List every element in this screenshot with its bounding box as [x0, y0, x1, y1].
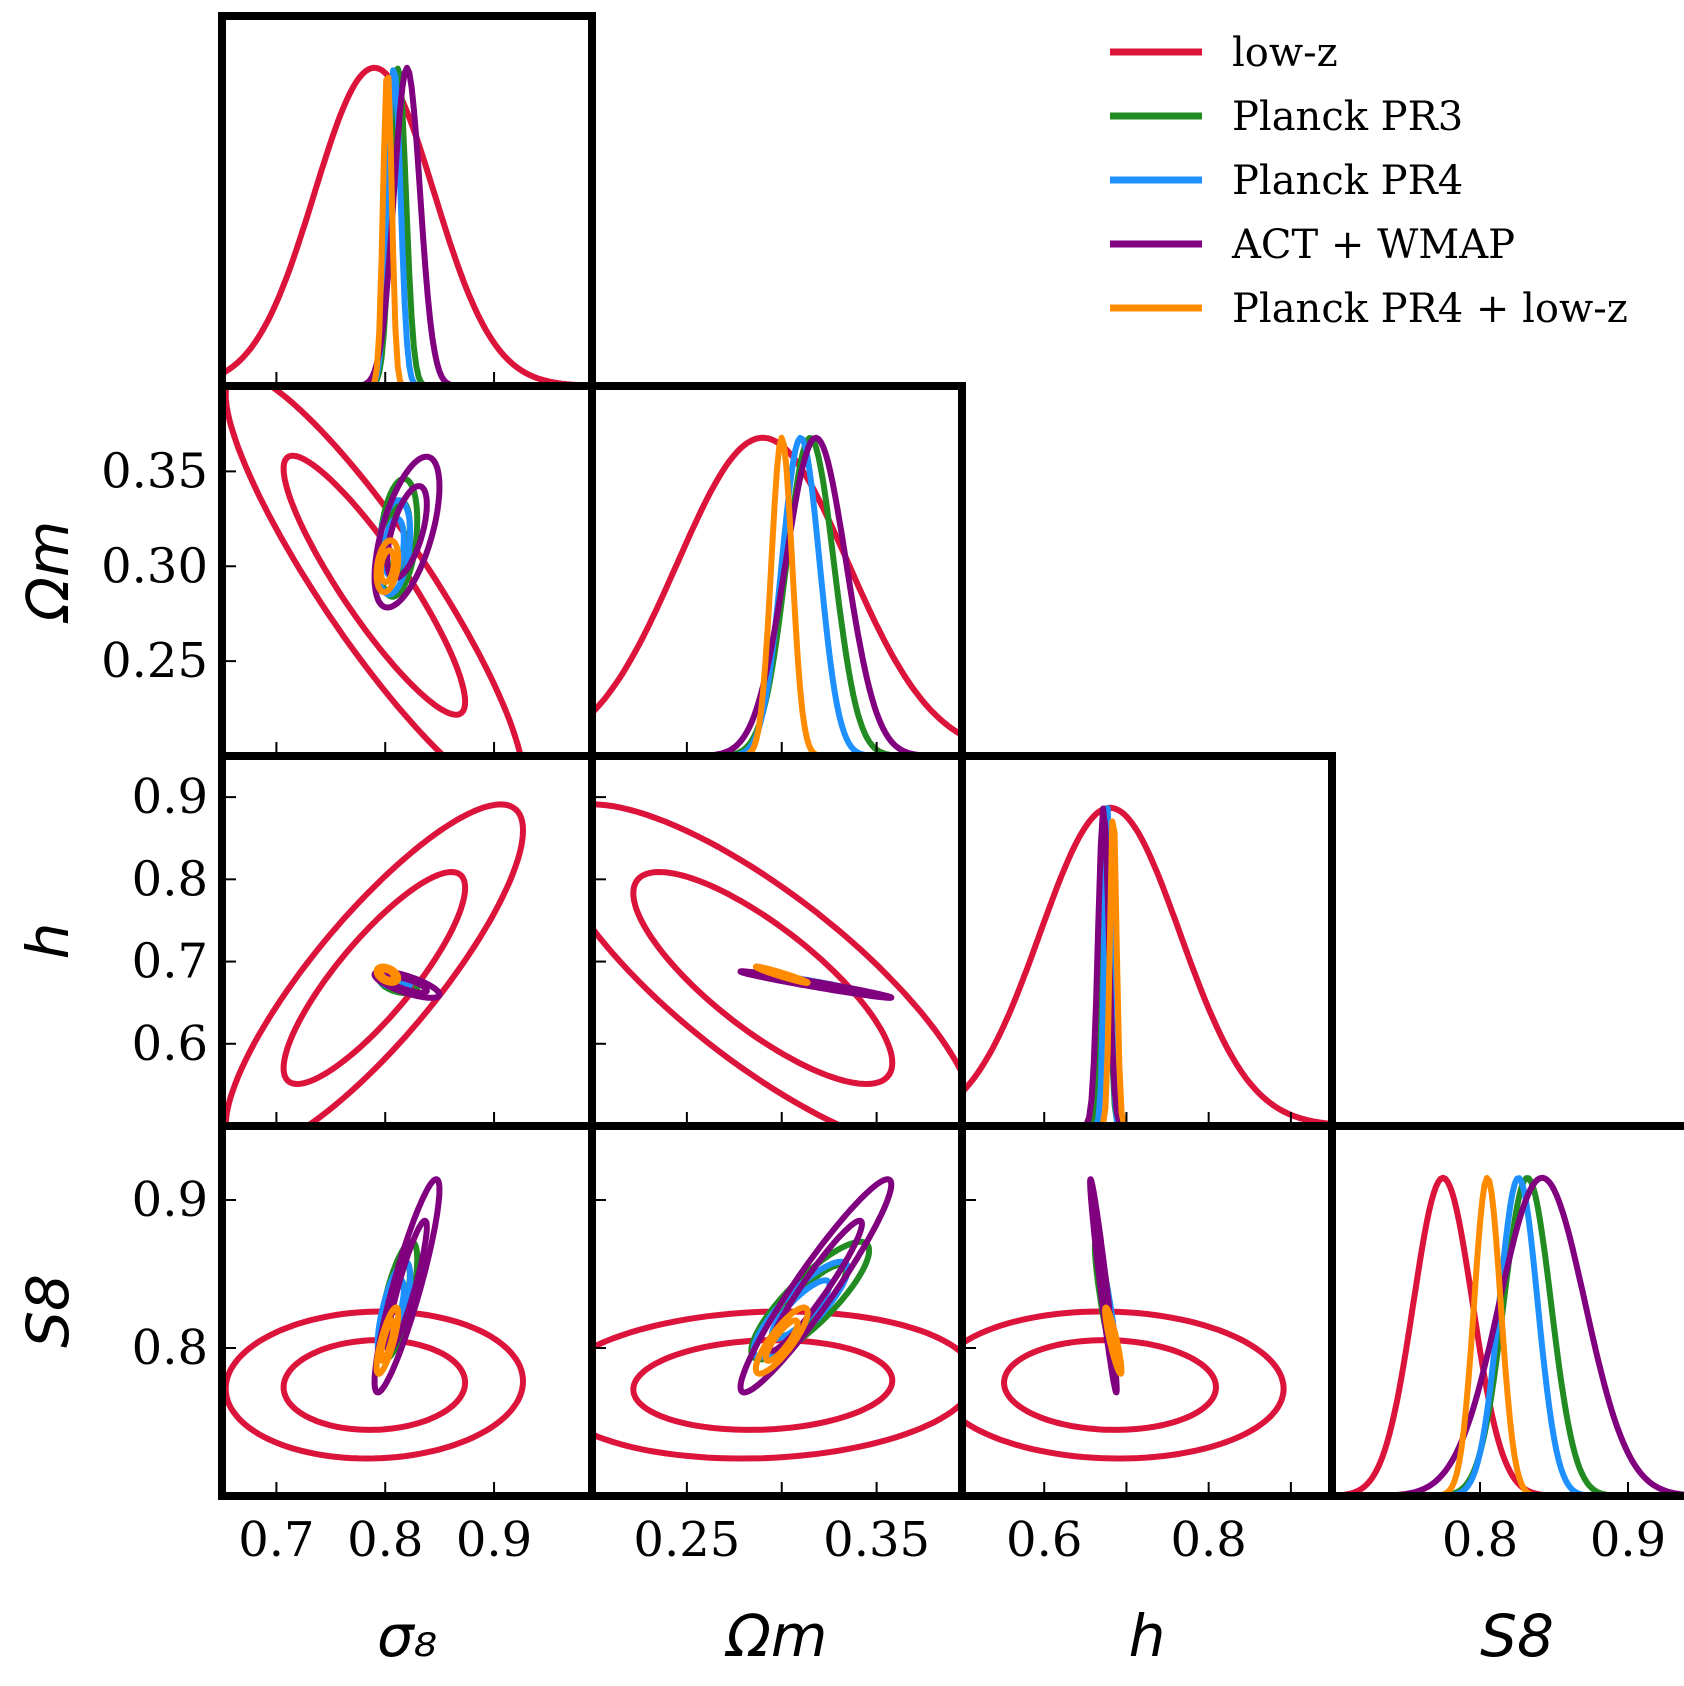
x-tick-label-sigma8: 0.9 — [456, 1512, 532, 1568]
contour-68-Om-h-low-z — [630, 869, 896, 1087]
legend-label: Planck PR4 + low-z — [1232, 286, 1628, 332]
y-axis-label-h: h — [14, 923, 82, 960]
x-tick-label-sigma8: 0.8 — [347, 1512, 423, 1568]
x-tick-label-h: 0.8 — [1170, 1512, 1246, 1568]
legend-label: Planck PR4 — [1232, 158, 1463, 204]
legend-label: ACT + WMAP — [1231, 222, 1515, 268]
marginal-h-low-z — [962, 804, 1332, 1126]
x-tick-label-h: 0.6 — [1006, 1512, 1082, 1568]
contour-68-Om-S8-low-z — [630, 1337, 896, 1433]
legend-label: low-z — [1232, 30, 1338, 76]
contour-95-sigma8-S8-planck-pr4-low-z — [373, 1304, 402, 1377]
contour-95-Om-h-low-z — [592, 801, 962, 1126]
marginal-S8-planck-pr4-low-z — [1332, 1175, 1684, 1496]
legend-item: Planck PR4 + low-z — [1110, 286, 1628, 332]
legend-item: Planck PR3 — [1110, 94, 1463, 140]
contour-95-Om-S8-act-wmap — [737, 1176, 895, 1396]
y-tick-label-h: 0.7 — [132, 934, 208, 990]
contour-95-sigma8-h-planck-pr4-low-z — [373, 963, 402, 986]
x-axis-label-sigma8: σ₈ — [377, 1602, 437, 1670]
marginal-sigma8-low-z — [222, 64, 592, 386]
marginal-S8-planck-pr3 — [1332, 1175, 1684, 1496]
y-tick-label-h: 0.9 — [132, 769, 208, 825]
y-tick-label-Om: 0.35 — [101, 443, 208, 499]
y-tick-label-Om: 0.30 — [101, 538, 208, 594]
plot-panels — [222, 64, 1684, 1496]
x-axis-label-Om: Ωm — [725, 1602, 828, 1670]
marginal-S8-planck-pr4 — [1332, 1175, 1684, 1496]
tick-labels: 0.25 0.30 0.35 0.6 0.7 0.8 0.9 0.8 0.9 0.7 0.8 0.9 0… — [101, 443, 1666, 1568]
legend-item: low-z — [1110, 30, 1338, 76]
contour-95-sigma8-Om-planck-pr4-low-z — [373, 537, 402, 596]
x-axis-label-S8: S8 — [1480, 1602, 1554, 1670]
marginal-sigma8-planck-pr4 — [222, 67, 592, 386]
contour-95-sigma8-S8-act-wmap — [371, 1176, 443, 1396]
legend-item: ACT + WMAP — [1110, 222, 1515, 268]
marginal-h-planck-pr4-low-z — [962, 818, 1332, 1126]
contour-95-h-S8-low-z — [962, 1308, 1287, 1462]
contour-95-h-S8-planck-pr4-low-z — [1102, 1304, 1125, 1377]
y-tick-label-h: 0.8 — [132, 851, 208, 907]
panel-frames — [218, 12, 1684, 1500]
contour-68-sigma8-Om-planck-pr4-low-z — [377, 547, 397, 586]
legend-item: Planck PR4 — [1110, 158, 1463, 204]
marginal-sigma8-act-wmap — [222, 64, 592, 386]
panel-frame-h-sigma8 — [218, 752, 596, 1130]
marginal-Om-low-z — [592, 434, 962, 739]
y-tick-label-Om: 0.25 — [101, 633, 208, 689]
marginal-S8-low-z — [1332, 1174, 1684, 1496]
x-tick-label-Om: 0.35 — [823, 1512, 930, 1568]
panel-frame-h-h — [958, 752, 1336, 1130]
x-axis-label-h: h — [1129, 1602, 1166, 1670]
contour-95-Om-S8-planck-pr4-low-z — [752, 1304, 811, 1377]
marginal-sigma8-planck-pr3 — [222, 65, 592, 386]
marginal-Om-act-wmap — [592, 434, 962, 756]
y-tick-label-h: 0.6 — [132, 1016, 208, 1072]
legend-label: Planck PR3 — [1232, 94, 1463, 140]
x-tick-label-Om: 0.25 — [633, 1512, 740, 1568]
contour-95-Om-h-act-wmap — [737, 968, 895, 1001]
x-tick-label-S8: 0.9 — [1590, 1512, 1666, 1568]
y-axis-label-S8: S8 — [14, 1274, 82, 1348]
y-tick-label-S8: 0.8 — [132, 1320, 208, 1376]
panel-frame-S8-S8 — [1328, 1122, 1684, 1500]
axis-labels: σ₈ Ωm h S8 Ωm h S8 — [14, 521, 1554, 1670]
contour-68-h-S8-low-z — [1001, 1337, 1219, 1433]
contour-68-sigma8-S8-low-z — [280, 1337, 469, 1433]
contour-95-Om-h-planck-pr4-low-z — [752, 963, 811, 986]
marginal-Om-planck-pr4-low-z — [592, 434, 962, 756]
y-axis-label-Om: Ωm — [14, 521, 82, 624]
contour-68-Om-S8-planck-pr4-low-z — [762, 1317, 801, 1364]
contour-68-sigma8-Om-low-z — [280, 452, 469, 718]
x-tick-label-sigma8: 0.7 — [238, 1512, 314, 1568]
x-tick-label-S8: 0.8 — [1442, 1512, 1518, 1568]
contour-95-Om-S8-low-z — [592, 1308, 962, 1462]
contour-68-sigma8-Om-act-wmap — [384, 483, 430, 582]
y-tick-label-S8: 0.9 — [132, 1172, 208, 1228]
panel-frame-h-Om — [588, 752, 966, 1130]
legend: low-z Planck PR3 Planck PR4 ACT + WMAP Planc… — [1110, 30, 1628, 332]
